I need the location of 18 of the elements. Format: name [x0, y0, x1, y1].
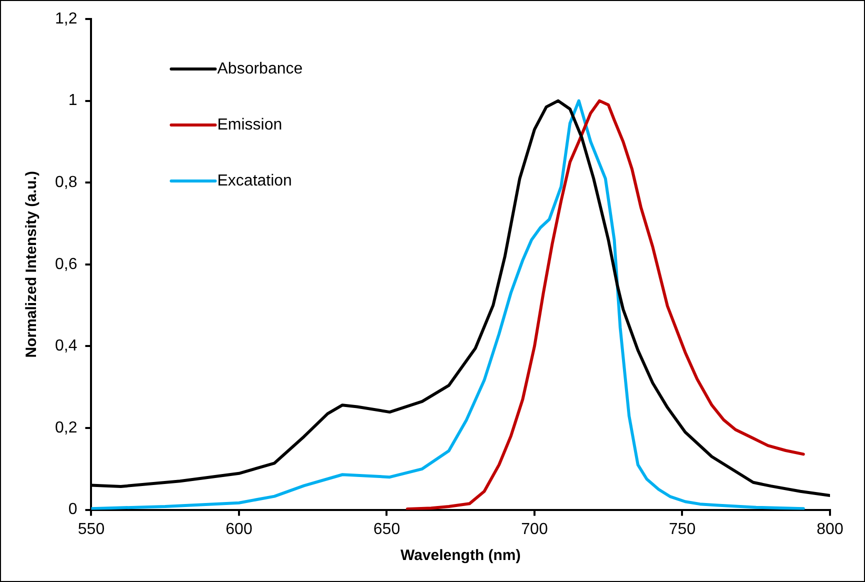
- y-tick-label: 1,2: [54, 10, 78, 28]
- y-tick-label: 0: [68, 501, 78, 518]
- x-tick-label: 650: [373, 520, 400, 538]
- y-tick-label: 0,4: [54, 338, 78, 355]
- x-axis-title: Wavelength (nm): [400, 547, 521, 564]
- x-tick-label: 800: [816, 520, 844, 538]
- x-tick-label: 700: [521, 520, 548, 538]
- y-axis-title: Normalized Intensity (a.u.): [23, 171, 40, 358]
- y-tick-label: 0,6: [54, 256, 78, 273]
- legend-label: Excatation: [217, 172, 292, 190]
- y-tick-label: 1: [68, 92, 78, 110]
- x-tick-label: 550: [78, 520, 105, 538]
- y-tick-label: 0,8: [54, 174, 78, 192]
- legend-label: Emission: [217, 116, 282, 134]
- y-tick-label: 0,2: [54, 419, 78, 436]
- legend-label: Absorbance: [217, 60, 303, 78]
- x-tick-label: 600: [226, 520, 252, 538]
- x-tick-label: 750: [668, 520, 696, 538]
